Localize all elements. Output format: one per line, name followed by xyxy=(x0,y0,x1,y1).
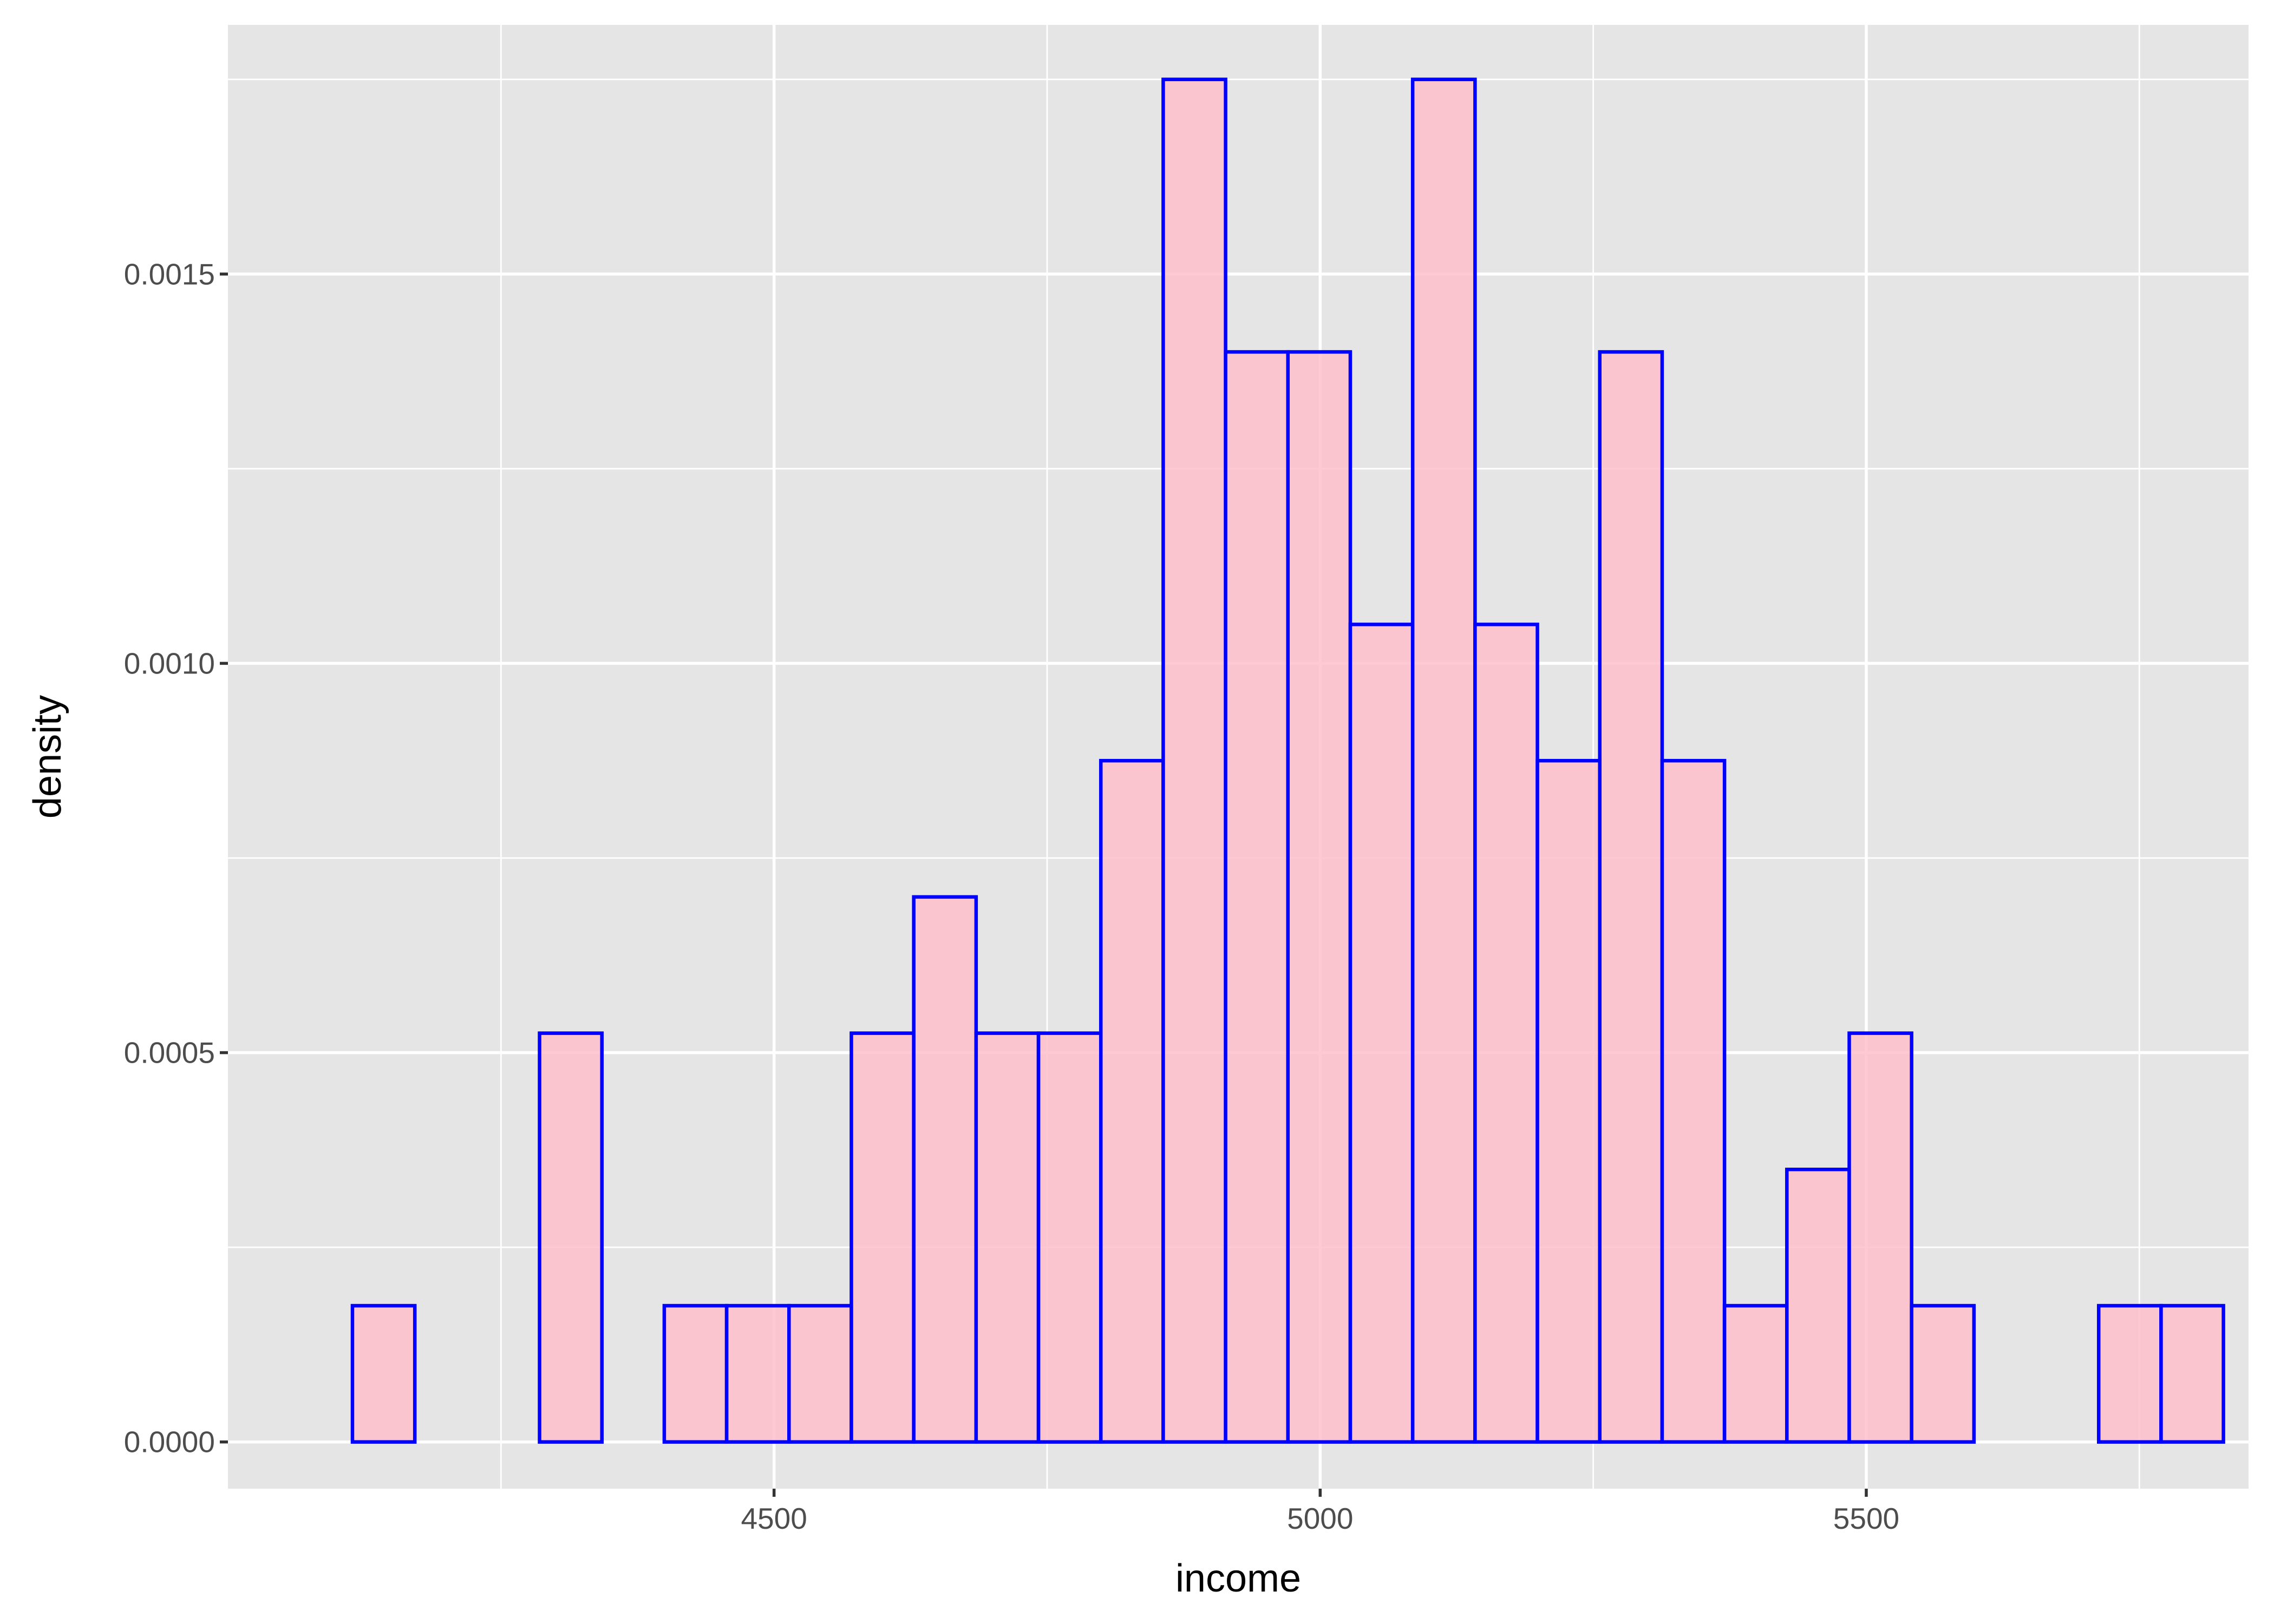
histogram-bar xyxy=(1473,623,1539,1444)
histogram-bar xyxy=(350,1304,417,1444)
histogram-bar xyxy=(662,1304,729,1444)
histogram-bar xyxy=(2096,1304,2163,1444)
x-tick-label: 5500 xyxy=(1833,1502,1899,1535)
x-tick-label: 4500 xyxy=(741,1502,807,1535)
y-axis-title: density xyxy=(26,695,69,818)
y-tick-label: 0.0010 xyxy=(124,646,215,680)
histogram-bar xyxy=(1161,77,1227,1444)
histogram-bar xyxy=(1535,758,1602,1444)
y-tick-label: 0.0005 xyxy=(124,1036,215,1070)
histogram-bar xyxy=(724,1304,791,1444)
histogram-bar xyxy=(850,1031,916,1444)
y-tick-label: 0.0015 xyxy=(124,257,215,291)
histogram-bar xyxy=(912,895,978,1444)
histogram-bar xyxy=(1847,1031,1913,1444)
histogram-bar xyxy=(1785,1168,1851,1444)
histogram-bar xyxy=(1286,350,1352,1444)
x-axis-title: income xyxy=(1175,1557,1301,1600)
histogram-bar xyxy=(1910,1304,1976,1444)
histogram-bar xyxy=(1224,350,1290,1444)
histogram-bar xyxy=(1099,758,1165,1444)
histogram-bars xyxy=(350,77,2225,1444)
histogram-bar xyxy=(787,1304,853,1444)
histogram-bar xyxy=(1660,758,1727,1444)
y-tick-label: 0.0000 xyxy=(124,1425,215,1459)
histogram-bar xyxy=(2159,1304,2225,1444)
histogram-bar xyxy=(1348,623,1415,1444)
histogram-bar xyxy=(974,1031,1041,1444)
x-tick-label: 5000 xyxy=(1287,1502,1353,1535)
histogram-bar xyxy=(1036,1031,1103,1444)
histogram-bar xyxy=(1410,77,1477,1444)
histogram-bar xyxy=(1722,1304,1789,1444)
x-axis: 4500 5000 5500 xyxy=(741,1489,1899,1535)
histogram-bar xyxy=(538,1031,604,1444)
histogram-bar xyxy=(1598,350,1664,1444)
y-axis: 0.0000 0.0005 0.0010 0.0015 xyxy=(124,257,228,1459)
